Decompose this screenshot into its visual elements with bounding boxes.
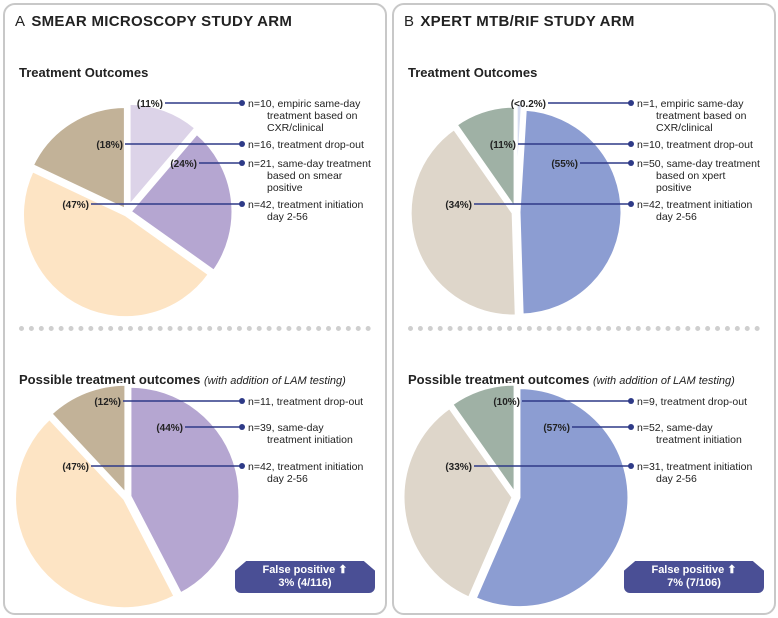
slice-percent-label: (47%) [62,462,89,473]
badge-value: 7% (7/106) [667,577,721,589]
leader-dot [239,398,245,404]
pie-slice [408,126,518,318]
slice-description: n=21, same-day treatment [248,158,371,170]
slice-percent-label: (33%) [445,462,472,473]
pie-slice [21,168,212,320]
slice-percent-label: (11%) [490,140,516,151]
slice-description: n=16, treatment drop-out [248,139,364,151]
arrow-up-icon: ⬆ [338,564,348,576]
bottom-heading-text: Possible treatment outcomes [19,372,201,387]
leader-dot [239,141,245,147]
top-heading: Treatment Outcomes [19,65,149,80]
slice-description: n=39, same-day [248,422,324,434]
leader-dot [628,141,634,147]
top-heading: Treatment Outcomes [408,65,538,80]
slice-description: n=42, treatment initiation [248,461,363,473]
slice-description: n=52, same-day [637,422,713,434]
slice-description: CXR/clinical [267,122,324,134]
slice-description: positive [656,182,692,194]
slice-description: based on xpert [656,170,726,182]
bottom-heading-note: (with addition of LAM testing) [592,375,735,387]
slice-description: n=10, empiric same-day [248,98,361,110]
slice-description: treatment initiation [656,434,742,446]
arrow-up-icon: ⬆ [727,564,737,576]
leader-dot [628,160,634,166]
slice-description: n=11, treatment drop-out [248,396,363,408]
dotted-separator [19,326,371,331]
slice-description: n=42, treatment initiation [248,199,363,211]
leader-dot [239,100,245,106]
badge-value: 3% (4/116) [278,577,332,589]
slice-description: treatment based on [656,110,747,122]
leader-dot [239,463,245,469]
panel-title-text: XPERT MTB/RIF STUDY ARM [420,13,635,30]
leader-dot [239,424,245,430]
dotted-separator [408,326,760,331]
slice-percent-label: (47%) [62,200,89,211]
slice-percent-label: (11%) [137,99,163,110]
slice-description: treatment initiation [267,434,353,446]
false-positive-badge: False positive ⬆ 7% (7/106) [624,561,764,593]
badge-label: False positive [262,564,336,576]
panel-title: A SMEAR MICROSCOPY STUDY ARM [15,13,292,30]
leader-dot [628,201,634,207]
slice-description: day 2-56 [267,211,308,223]
pie-slice [514,101,525,207]
slice-description: n=31, treatment initiation [637,461,752,473]
bottom-heading: Possible treatment outcomes (with additi… [408,372,735,387]
slice-description: based on smear [267,170,343,182]
slice-percent-label: (57%) [543,423,570,434]
slice-percent-label: (44%) [156,423,183,434]
slice-percent-label: (<0.2%) [511,99,546,110]
slice-percent-label: (10%) [493,397,520,408]
slice-description: n=9, treatment drop-out [637,396,747,408]
slice-percent-label: (24%) [170,159,197,170]
pie-slice [454,104,517,214]
slice-description: day 2-56 [656,211,697,223]
panel-letter: B [404,13,415,30]
leader-dot [628,463,634,469]
pie-slice [30,104,127,212]
leader-dot [239,201,245,207]
pie-slice [517,107,624,317]
slice-description: n=1, empiric same-day [637,98,744,110]
pie-slice [127,101,199,211]
slice-percent-label: (12%) [94,397,121,408]
slice-description: n=42, treatment initiation [637,199,752,211]
panel-smear-arm: A SMEAR MICROSCOPY STUDY ARM Treatment Ou… [3,3,387,615]
leader-dot [628,100,634,106]
false-positive-badge: False positive ⬆ 3% (4/116) [235,561,375,593]
slice-percent-label: (34%) [445,200,472,211]
bottom-heading: Possible treatment outcomes (with additi… [19,372,346,387]
slice-percent-label: (55%) [551,159,578,170]
badge-label: False positive [651,564,725,576]
bottom-heading-text: Possible treatment outcomes [408,372,590,387]
pie-slice [128,384,242,596]
pie-slice [13,416,178,611]
slice-description: day 2-56 [267,473,308,485]
panel-title: B XPERT MTB/RIF STUDY ARM [404,13,635,30]
leader-dot [239,160,245,166]
slice-percent-label: (18%) [96,140,123,151]
slice-description: positive [267,182,303,194]
slice-description: n=10, treatment drop-out [637,139,753,151]
leader-dot [628,424,634,430]
panel-title-text: SMEAR MICROSCOPY STUDY ARM [31,13,293,30]
pie-slice [401,405,515,601]
slice-description: CXR/clinical [656,122,713,134]
slice-description: day 2-56 [656,473,697,485]
panel-xpert-arm: B XPERT MTB/RIF STUDY ARM Treatment Outco… [392,3,776,615]
panel-letter: A [15,13,26,30]
bottom-heading-note: (with addition of LAM testing) [203,375,346,387]
leader-dot [628,398,634,404]
slice-description: n=50, same-day treatment [637,158,760,170]
slice-description: treatment based on [267,110,358,122]
